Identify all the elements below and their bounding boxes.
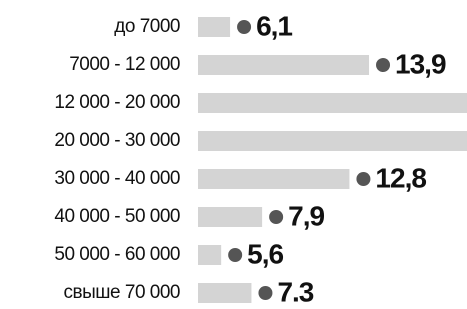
category-label: 12 000 - 20 000 <box>54 92 180 113</box>
value-label: 13,9 <box>395 48 446 79</box>
bar <box>198 131 467 151</box>
dot <box>269 210 283 224</box>
category-label: 40 000 - 50 000 <box>54 206 180 227</box>
dot <box>237 20 251 34</box>
dot <box>376 58 390 72</box>
value-label: 7.3 <box>277 276 313 307</box>
value-label: 12,8 <box>375 162 426 193</box>
page: {"chart_data": {"type": "bar", "orientat… <box>0 0 467 309</box>
bar <box>198 207 262 227</box>
chart: до 7000 6,1 7000 - 12 000 13,9 12 000 - 20 0… <box>0 0 467 309</box>
category-label: до 7000 <box>114 16 180 37</box>
category-label: 30 000 - 40 000 <box>54 168 180 189</box>
bar <box>198 169 349 189</box>
value-label: 7,9 <box>288 200 324 231</box>
category-label: 7000 - 12 000 <box>69 54 180 75</box>
bar <box>198 17 230 37</box>
category-label: 20 000 - 30 000 <box>54 130 180 151</box>
bar <box>198 55 369 75</box>
bar <box>198 245 221 265</box>
bar <box>198 283 251 303</box>
category-label: 50 000 - 60 000 <box>54 244 180 265</box>
dot <box>356 172 370 186</box>
dot <box>228 248 242 262</box>
bar <box>198 93 467 113</box>
value-label: 6,1 <box>256 10 292 41</box>
category-label: свыше 70 000 <box>64 282 180 303</box>
value-label: 5,6 <box>247 238 283 269</box>
dot <box>258 286 272 300</box>
